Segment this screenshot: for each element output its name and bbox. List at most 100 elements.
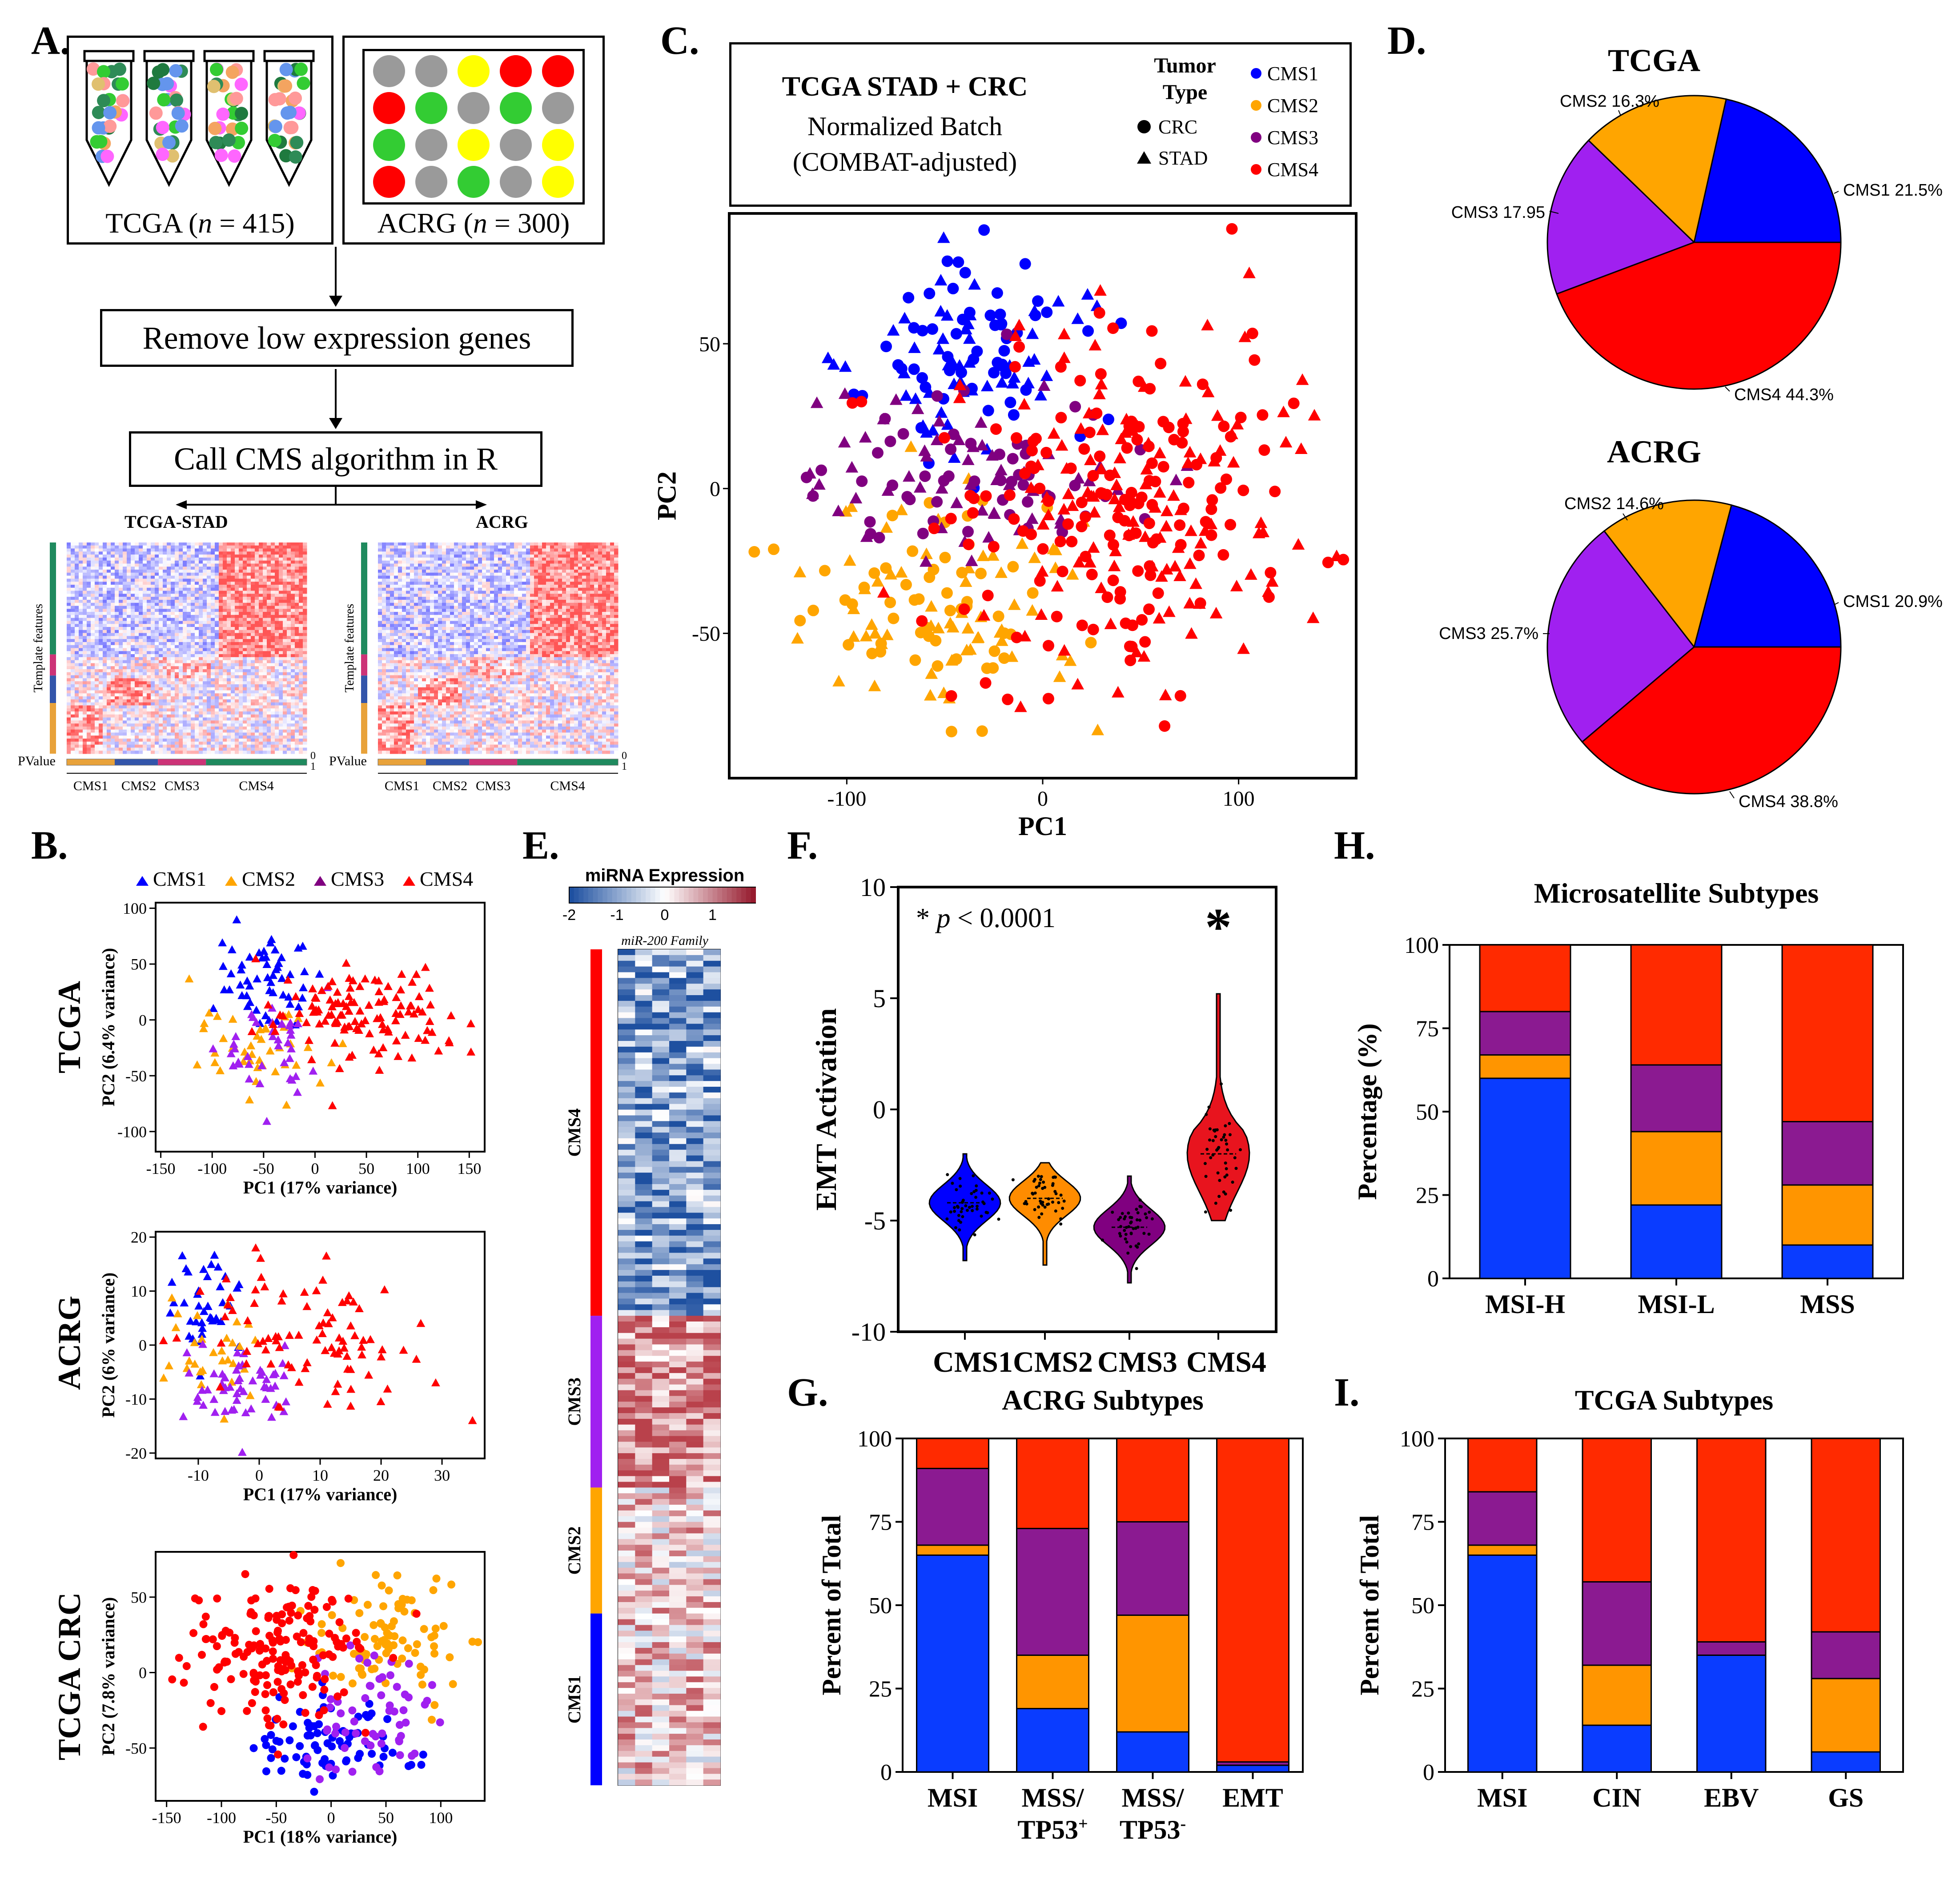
point-cms4: [1296, 373, 1309, 385]
point-cms2: [199, 1024, 208, 1032]
point-cms3: [277, 1019, 286, 1028]
point-cms1: [957, 313, 969, 325]
point-cms1: [298, 941, 307, 950]
point-cms3: [428, 1681, 436, 1689]
violin-point: [1052, 1176, 1055, 1179]
x-tick-label: 10: [312, 1466, 328, 1484]
bar-segment-cms3: [1116, 1521, 1189, 1616]
bar-segment-cms4: [1479, 944, 1571, 1012]
point-cms3: [262, 1117, 271, 1125]
point-cms4: [1145, 560, 1159, 572]
point-cms1: [948, 451, 961, 463]
point-cms4: [281, 1696, 289, 1704]
point-cms3: [952, 434, 965, 446]
point-cms4: [295, 1009, 304, 1017]
point-cms4: [1193, 597, 1206, 609]
violin-point: [945, 1217, 949, 1221]
point-cms1: [261, 1735, 269, 1743]
point-cms2: [819, 565, 831, 577]
x-category-label: EMT: [1222, 1783, 1283, 1812]
plate-well: [415, 92, 447, 124]
point-cms1: [293, 943, 303, 952]
point-cms4: [1034, 575, 1046, 587]
point-cms2: [843, 554, 856, 566]
point-cms4: [928, 522, 940, 534]
point-cms3: [227, 1406, 237, 1414]
plot-frame: [155, 1231, 486, 1459]
point-cms1: [271, 965, 281, 973]
point-cms3: [370, 1651, 378, 1660]
point-cms4: [1200, 516, 1212, 528]
point-cms2: [430, 1649, 439, 1658]
point-cms4: [389, 1654, 398, 1662]
bar-segment-cms1: [1467, 1555, 1538, 1773]
pie-slice-cms2: [1603, 499, 1732, 649]
point-cms4: [247, 1027, 257, 1035]
violin-point: [1043, 1185, 1047, 1189]
point-cms4: [263, 1714, 272, 1723]
point-cms3: [350, 1717, 358, 1726]
point-cms3: [911, 402, 924, 414]
point-cms4: [1114, 593, 1126, 605]
test-tube-icon: [83, 50, 135, 187]
point-cms4: [349, 1297, 358, 1306]
bar-segment-cms2: [1016, 1655, 1089, 1709]
x-tick-label: 0: [255, 1466, 263, 1484]
point-cms1: [313, 1729, 321, 1737]
bar-segment-cms4: [1116, 1438, 1189, 1522]
point-cms1: [205, 1313, 215, 1321]
point-cms3: [268, 1032, 277, 1040]
point-cms4: [261, 1644, 270, 1653]
point-cms4: [990, 423, 1002, 435]
point-cms1: [302, 1760, 311, 1769]
point-cms1: [1041, 306, 1053, 318]
point-cms3: [1037, 379, 1051, 391]
y-tick-label: 0: [710, 478, 720, 501]
point-cms4: [265, 1585, 273, 1593]
point-cms4: [210, 1683, 218, 1691]
violin-point: [1040, 1175, 1043, 1178]
point-cms3: [378, 1729, 386, 1738]
point-cms4: [377, 1352, 386, 1361]
violin-point: [1123, 1229, 1126, 1232]
point-cms1: [1032, 295, 1044, 307]
y-axis-label: PC2 (6.4% variance): [98, 948, 118, 1107]
violin-point: [956, 1205, 960, 1209]
point-cms4: [322, 1603, 331, 1611]
y-tick-label: 5: [873, 984, 886, 1013]
point-cms4: [1094, 284, 1107, 296]
point-cms2: [197, 1380, 206, 1388]
point-cms1: [839, 360, 852, 372]
point-cms4: [333, 998, 343, 1006]
point-cms1: [266, 938, 275, 947]
point-cms4: [302, 1302, 312, 1310]
point-cms1: [916, 372, 928, 384]
point-cms4: [1146, 499, 1158, 511]
point-cms4: [346, 1402, 355, 1410]
point-cms1: [419, 1751, 427, 1759]
point-cms2: [165, 1361, 173, 1370]
point-cms2: [256, 1025, 265, 1033]
point-cms1: [269, 988, 278, 996]
point-cms4: [213, 1642, 221, 1651]
template-features-label: Template features: [343, 604, 357, 692]
point-cms4: [426, 1000, 435, 1009]
y-tick-label: 100: [1404, 933, 1439, 958]
group-label-cms2: CMS2: [564, 1526, 584, 1575]
point-cms3: [286, 1025, 295, 1034]
point-cms1: [245, 952, 254, 961]
point-cms2: [430, 1701, 439, 1709]
point-cms1: [281, 1755, 289, 1763]
violin-point: [970, 1192, 973, 1195]
point-cms1: [194, 1302, 203, 1310]
point-cms4: [1054, 535, 1066, 547]
point-cms3: [279, 1371, 289, 1379]
point-cms4: [314, 1005, 323, 1014]
point-cms4: [397, 970, 406, 978]
point-cms2: [210, 1058, 220, 1066]
legend-label-cms2: CMS2: [1267, 95, 1318, 116]
point-cms3: [210, 1408, 220, 1416]
violin-point: [1121, 1212, 1124, 1215]
point-cms4: [346, 1321, 355, 1330]
violin-point: [1229, 1209, 1233, 1212]
